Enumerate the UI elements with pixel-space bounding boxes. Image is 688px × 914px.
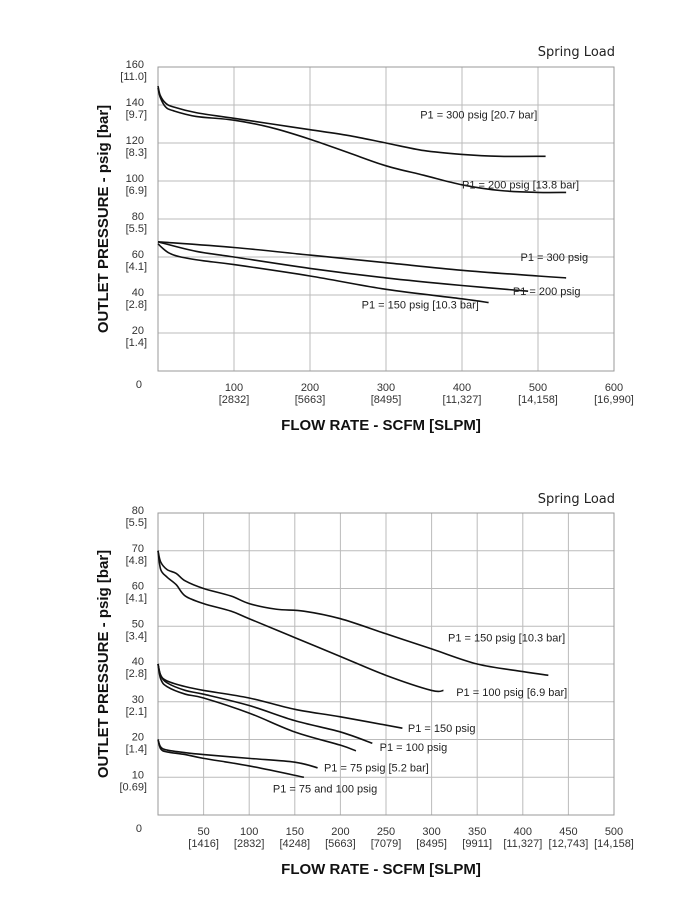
x-tick-label-slpm: [2832] [234,838,265,850]
y-tick-label: 70 [132,543,144,555]
y-tick-label: 140 [126,97,144,109]
y-tick-label: 60 [132,581,144,593]
x-tick-label: 350 [468,826,486,838]
x-tick-label-slpm: [4248] [280,838,311,850]
x-tick-label: 500 [605,826,623,838]
x-tick-label: 200 [301,382,319,394]
y-tick-label-bar: [1.4] [126,744,147,756]
origin-label: 0 [136,379,142,391]
series-line-1 [157,85,546,158]
x-tick-label-slpm: [16,990] [594,394,634,406]
y-tick-label-bar: [4.8] [126,555,147,567]
y-tick-label-bar: [9.7] [126,109,147,121]
series-label: P1 = 100 psig [380,742,448,754]
origin-label: 0 [136,823,142,835]
y-tick-label-bar: [3.4] [126,630,147,642]
x-tick-label: 450 [559,826,577,838]
x-tick-label: 150 [286,826,304,838]
x-tick-label: 200 [331,826,349,838]
y-tick-label-bar: [5.5] [126,223,147,235]
y-tick-label-bar: [4.1] [126,593,147,605]
x-tick-label: 300 [422,826,440,838]
x-tick-label-slpm: [8495] [416,838,447,850]
series-line-4 [157,663,373,745]
series-label: P1 = 300 psig [521,252,589,264]
series-label: P1 = 75 psig [5.2 bar] [324,763,429,775]
x-axis-title: FLOW RATE - SCFM [SLPM] [281,861,481,878]
y-tick-label-bar: [2.8] [126,668,147,680]
chart-1: 100[2832]200[5663]300[8495]400[11,327]50… [95,45,634,434]
spring-load-note: Spring Load [538,45,615,60]
y-tick-label: 160 [126,59,144,71]
x-tick-label-slpm: [9911] [462,838,492,850]
series-line-2 [157,550,444,693]
y-tick-label: 80 [132,505,144,517]
y-tick-label-bar: [0.69] [119,781,147,793]
series-line-2 [157,87,567,194]
x-tick-label: 400 [453,382,471,394]
series-label: P1 = 150 psig [10.3 bar] [362,299,479,311]
series-label: P1 = 200 psig [13.8 bar] [462,180,579,192]
x-tick-label-slpm: [11,327] [443,394,482,406]
y-tick-label: 120 [126,135,144,147]
y-tick-label: 20 [132,732,144,744]
x-tick-label-slpm: [14,158] [518,394,558,406]
x-tick-label-slpm: [7079] [371,838,402,850]
chart-2: 50[1416]100[2832]150[4248]200[5663]250[7… [95,492,634,878]
x-tick-label: 100 [225,382,243,394]
y-tick-label: 60 [132,249,144,261]
series-line-1 [157,550,549,677]
series-label: P1 = 300 psig [20.7 bar] [420,109,537,121]
x-tick-label-slpm: [5663] [295,394,326,406]
y-tick-label: 80 [132,211,144,223]
y-tick-label-bar: [4.1] [126,261,147,273]
x-tick-label: 600 [605,382,623,394]
x-tick-label: 250 [377,826,395,838]
x-tick-label-slpm: [1416] [188,838,219,850]
y-tick-label: 50 [132,618,144,630]
y-tick-label-bar: [2.1] [126,706,147,718]
y-tick-label: 40 [132,287,144,299]
series-label: P1 = 200 psig [513,286,581,298]
x-tick-label-slpm: [2832] [219,394,250,406]
series-line-5 [157,663,357,752]
x-tick-label-slpm: [12,743] [549,838,589,850]
series-line-6 [157,739,318,769]
x-tick-label: 300 [377,382,395,394]
x-tick-label-slpm: [5663] [325,838,356,850]
x-tick-label: 500 [529,382,547,394]
y-tick-label: 100 [126,173,144,185]
y-tick-label-bar: [2.8] [126,299,147,311]
y-axis-title: OUTLET PRESSURE - psig [bar] [95,550,112,778]
x-tick-label: 400 [514,826,532,838]
series-label: P1 = 75 and 100 psig [273,783,377,795]
series-label: P1 = 150 psig [408,723,476,735]
y-tick-label: 30 [132,694,144,706]
y-tick-label: 40 [132,656,144,668]
series-line-7 [157,739,305,779]
x-tick-label: 50 [197,826,209,838]
spring-load-note: Spring Load [538,492,615,507]
y-tick-label: 10 [132,769,144,781]
series-line-3 [157,241,567,279]
x-axis-title: FLOW RATE - SCFM [SLPM] [281,417,481,434]
series-line-5 [157,243,489,304]
x-tick-label-slpm: [14,158] [594,838,634,850]
x-tick-label-slpm: [11,327] [503,838,542,850]
y-tick-label-bar: [5.5] [126,517,147,529]
y-tick-label-bar: [6.9] [126,185,147,197]
y-tick-label-bar: [1.4] [126,337,147,349]
y-tick-label-bar: [11.0] [120,71,147,83]
series-line-4 [157,241,529,292]
series-label: P1 = 150 psig [10.3 bar] [448,632,565,644]
x-tick-label: 100 [240,826,258,838]
plot-frame [157,66,615,372]
x-tick-label-slpm: [8495] [371,394,402,406]
y-axis-title: OUTLET PRESSURE - psig [bar] [95,105,112,333]
series-label: P1 = 100 psig [6.9 bar] [456,687,567,699]
y-tick-label-bar: [8.3] [126,147,147,159]
y-tick-label: 20 [132,325,144,337]
